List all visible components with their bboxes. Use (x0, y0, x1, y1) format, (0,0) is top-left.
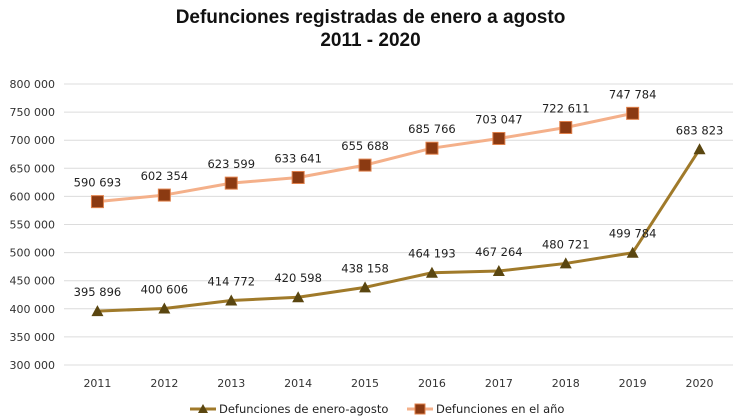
data-point-marker (158, 302, 171, 314)
legend-triangle-icon (198, 404, 208, 413)
data-point-marker (358, 158, 372, 172)
y-tick-label: 650 000 (10, 162, 56, 175)
data-point-marker (224, 176, 238, 190)
data-label: 590 693 (74, 176, 122, 190)
data-label: 400 606 (141, 282, 189, 296)
data-point-marker (359, 281, 372, 293)
data-point-marker (292, 291, 305, 303)
data-label: 438 158 (341, 261, 389, 275)
y-tick-label: 400 000 (10, 303, 56, 316)
y-tick-label: 750 000 (10, 106, 56, 119)
data-point-marker (492, 131, 506, 145)
data-label: 480 721 (542, 237, 590, 251)
data-label: 602 354 (141, 169, 189, 183)
x-tick-label: 2012 (150, 377, 178, 390)
data-label: 395 896 (74, 285, 122, 299)
x-tick-label: 2015 (351, 377, 379, 390)
x-tick-label: 2014 (284, 377, 312, 390)
x-tick-label: 2019 (619, 377, 647, 390)
data-labels-layer: 395 896 400 606 414 772 420 598 438 158 464 1… (74, 87, 724, 299)
y-tick-label: 300 000 (10, 359, 56, 372)
y-tick-label: 700 000 (10, 134, 56, 147)
data-label: 467 264 (475, 245, 523, 259)
data-point-marker (559, 120, 573, 134)
x-tick-label: 2017 (485, 377, 513, 390)
data-point-marker (425, 266, 438, 278)
y-tick-label: 500 000 (10, 247, 56, 260)
y-tick-label: 350 000 (10, 331, 56, 344)
chart-title: Defunciones registradas de enero a agost… (0, 6, 741, 52)
legend-item-1: Defunciones de enero-agosto (190, 402, 388, 416)
data-point-marker (291, 170, 305, 184)
y-tick-label: 550 000 (10, 219, 56, 232)
data-label: 747 784 (609, 87, 657, 101)
data-label: 414 772 (207, 274, 255, 288)
x-tick-label: 2020 (686, 377, 714, 390)
x-tick-label: 2013 (217, 377, 245, 390)
data-label: 633 641 (274, 151, 322, 165)
data-label: 499 784 (609, 227, 657, 241)
data-point-marker (90, 195, 104, 209)
chart-title-line1: Defunciones registradas de enero a agost… (175, 7, 566, 28)
data-point-marker (492, 264, 505, 276)
data-point-marker (157, 188, 171, 202)
data-label: 722 611 (542, 101, 590, 115)
legend-label: Defunciones en el año (436, 402, 564, 416)
x-axis-ticks: 2011 2012 2013 2014 2015 2016 2017 2018 2019 2020 (83, 377, 713, 390)
y-tick-label: 450 000 (10, 275, 56, 288)
data-point-marker (693, 143, 706, 155)
legend: Defunciones de enero-agosto Defunciones e… (190, 402, 564, 416)
legend-label: Defunciones de enero-agosto (219, 402, 388, 416)
x-tick-label: 2016 (418, 377, 446, 390)
series-layer (90, 106, 706, 317)
series-line-2 (97, 111, 633, 204)
data-point-marker (425, 141, 439, 155)
y-tick-label: 600 000 (10, 190, 56, 203)
legend-square-icon (414, 403, 426, 415)
data-label: 420 598 (274, 271, 322, 285)
data-label: 703 047 (475, 112, 523, 126)
gridlines (64, 83, 733, 366)
data-point-marker (225, 294, 238, 306)
data-point-marker (91, 305, 104, 317)
data-label: 683 823 (676, 123, 724, 137)
y-tick-label: 800 000 (10, 78, 56, 91)
x-tick-label: 2011 (83, 377, 111, 390)
series-line-1 (97, 148, 701, 313)
data-point-marker (559, 257, 572, 269)
data-label: 685 766 (408, 122, 456, 136)
data-label: 655 688 (341, 139, 389, 153)
chart-subtitle: 2011 - 2020 (320, 30, 421, 51)
data-point-marker (626, 106, 640, 120)
data-label: 464 193 (408, 247, 456, 261)
data-label: 623 599 (207, 157, 255, 171)
y-axis-ticks: 300 000 350 000 400 000 450 000 500 000 550 0… (10, 78, 56, 372)
data-point-marker (626, 246, 639, 258)
legend-item-2: Defunciones en el año (407, 402, 564, 416)
x-tick-label: 2018 (552, 377, 580, 390)
